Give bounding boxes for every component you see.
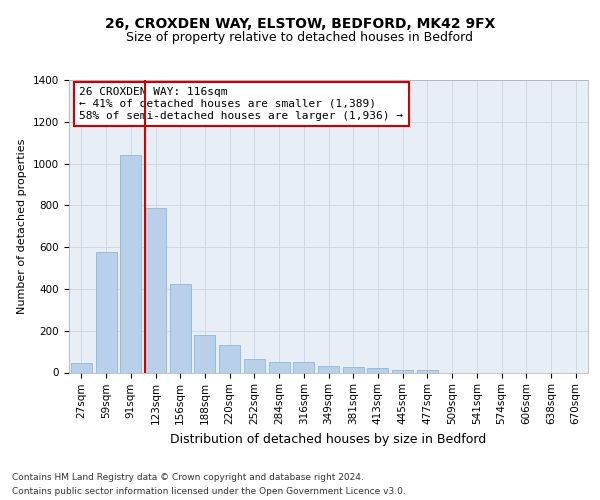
Bar [392, 370, 413, 372]
Bar [145, 208, 166, 372]
Text: Contains public sector information licensed under the Open Government Licence v3: Contains public sector information licen… [12, 486, 406, 496]
Bar [269, 362, 290, 372]
Bar [367, 368, 388, 372]
Text: Size of property relative to detached houses in Bedford: Size of property relative to detached ho… [127, 31, 473, 44]
Bar [219, 346, 240, 372]
X-axis label: Distribution of detached houses by size in Bedford: Distribution of detached houses by size … [170, 432, 487, 446]
Bar [293, 362, 314, 372]
Text: 26 CROXDEN WAY: 116sqm
← 41% of detached houses are smaller (1,389)
58% of semi-: 26 CROXDEN WAY: 116sqm ← 41% of detached… [79, 88, 403, 120]
Text: Contains HM Land Registry data © Crown copyright and database right 2024.: Contains HM Land Registry data © Crown c… [12, 472, 364, 482]
Y-axis label: Number of detached properties: Number of detached properties [17, 138, 28, 314]
Bar [318, 366, 339, 372]
Bar [71, 363, 92, 372]
Bar [343, 366, 364, 372]
Bar [95, 252, 116, 372]
Bar [194, 335, 215, 372]
Bar [417, 370, 438, 372]
Text: 26, CROXDEN WAY, ELSTOW, BEDFORD, MK42 9FX: 26, CROXDEN WAY, ELSTOW, BEDFORD, MK42 9… [105, 18, 495, 32]
Bar [170, 284, 191, 372]
Bar [244, 359, 265, 372]
Bar [120, 155, 141, 372]
